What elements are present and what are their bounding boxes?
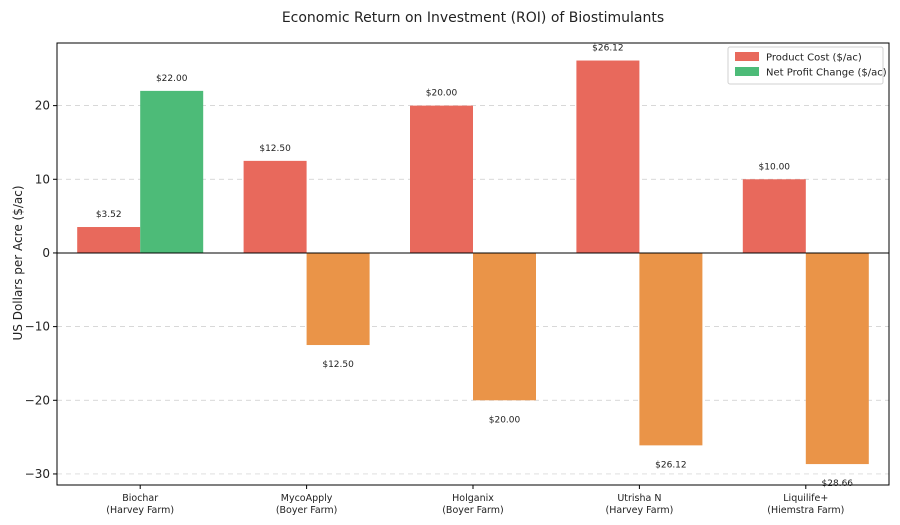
y-tick-label: −20 [25,393,50,407]
bars [77,60,869,465]
y-axis-label: US Dollars per Acre ($/ac) [11,185,25,340]
legend: Product Cost ($/ac) Net Profit Change ($/… [727,46,887,85]
bar-product-cost [77,227,141,253]
bar-net-profit-change [473,252,536,401]
data-label: $22.00 [156,74,188,84]
y-tick-label: 10 [35,172,50,186]
y-tick-label: −10 [25,320,50,334]
data-label: $26.12 [655,460,687,470]
data-label: $20.00 [489,415,521,425]
x-tick-label-farm: (Boyer Farm) [276,505,338,516]
x-tick-label-name: MycoApply [281,493,333,504]
legend-box [727,46,884,85]
x-tick-label-farm: (Harvey Farm) [106,505,174,516]
bar-product-cost [410,105,473,253]
x-tick-label-name: Biochar [122,493,158,504]
data-label: $3.52 [96,210,122,220]
y-tick-label: 20 [35,99,50,113]
data-labels: $3.52 $22.00 $12.50 $12.50 $20.00 $20.00 $26.1… [96,44,853,490]
bar-product-cost [742,179,806,253]
chart-title: Economic Return on Investment (ROI) of B… [282,10,664,26]
x-tick-label-name: Holganix [452,493,494,504]
y-tick-label: 0 [42,246,50,260]
data-label: $26.12 [592,44,624,54]
x-tick-label-name: Utrisha N [617,493,661,504]
y-axis-ticks: −30 −20 −10 0 10 20 [25,99,57,481]
legend-swatch [735,67,759,76]
data-label: $20.00 [426,89,458,99]
legend-label: Net Profit Change ($/ac) [766,68,887,79]
x-tick-label-farm: (Hiemstra Farm) [767,505,844,516]
x-tick-label-farm: (Boyer Farm) [442,505,504,516]
y-tick-label: −30 [25,467,50,481]
bar-net-profit-change [805,252,869,465]
data-label: $12.50 [322,360,354,370]
bar-net-profit-change [639,252,703,446]
legend-label: Product Cost ($/ac) [766,53,862,64]
bar-net-profit-change [140,90,204,253]
legend-swatch [735,52,759,61]
x-tick-label-farm: (Harvey Farm) [605,505,673,516]
bar-product-cost [243,160,307,253]
data-label: $12.50 [259,144,291,154]
bar-net-profit-change [306,252,370,346]
data-label: $28.66 [822,479,854,489]
x-tick-label-name: Liquilife+ [783,493,828,504]
data-label: $10.00 [759,162,791,172]
x-axis-ticks: Biochar(Harvey Farm)MycoApply(Boyer Farm… [106,485,844,516]
bar-product-cost [576,60,640,253]
